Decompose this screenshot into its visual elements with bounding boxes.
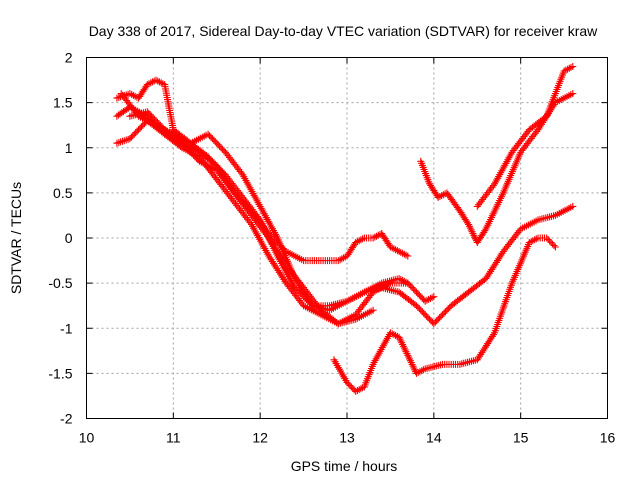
- series-track: [330, 234, 559, 395]
- series-track: [417, 90, 577, 246]
- x-tick-label: 10: [79, 430, 95, 446]
- y-tick-label: 0.5: [53, 185, 73, 201]
- y-tick-labels: 2 1.5 1 0.5 0 -0.5 -1 -1.5 -2: [48, 50, 72, 427]
- series-markers: [126, 108, 377, 328]
- axis-ticks: [86, 57, 608, 419]
- data-series: [113, 63, 577, 395]
- x-tick-labels: 10 11 12 13 14 15 16: [79, 430, 616, 446]
- y-axis-label: SDTVAR / TECUs: [8, 182, 24, 294]
- series-markers: [417, 90, 577, 246]
- x-tick-label: 15: [513, 430, 529, 446]
- chart-title: Day 338 of 2017, Sidereal Day-to-day VTE…: [89, 23, 598, 39]
- y-tick-label: -1: [60, 320, 73, 336]
- x-tick-label: 12: [252, 430, 268, 446]
- series-track: [113, 103, 438, 328]
- y-tick-label: 2: [65, 50, 73, 66]
- y-tick-label: -2: [60, 411, 73, 427]
- x-axis-label: GPS time / hours: [291, 458, 398, 474]
- y-tick-label: 1.5: [53, 95, 73, 111]
- y-tick-label: 1: [65, 140, 73, 156]
- series-track: [126, 108, 377, 328]
- x-tick-label: 13: [339, 430, 355, 446]
- y-tick-label: 0: [65, 230, 73, 246]
- x-tick-label: 11: [166, 430, 181, 446]
- x-tick-label: 16: [600, 430, 616, 446]
- series-markers: [113, 103, 438, 328]
- series-track: [473, 63, 577, 210]
- y-tick-label: -0.5: [48, 275, 72, 291]
- grid-lines: [86, 57, 608, 419]
- x-tick-label: 14: [426, 430, 442, 446]
- series-markers: [473, 63, 577, 210]
- y-tick-label: -1.5: [48, 365, 72, 381]
- series-markers: [330, 234, 559, 395]
